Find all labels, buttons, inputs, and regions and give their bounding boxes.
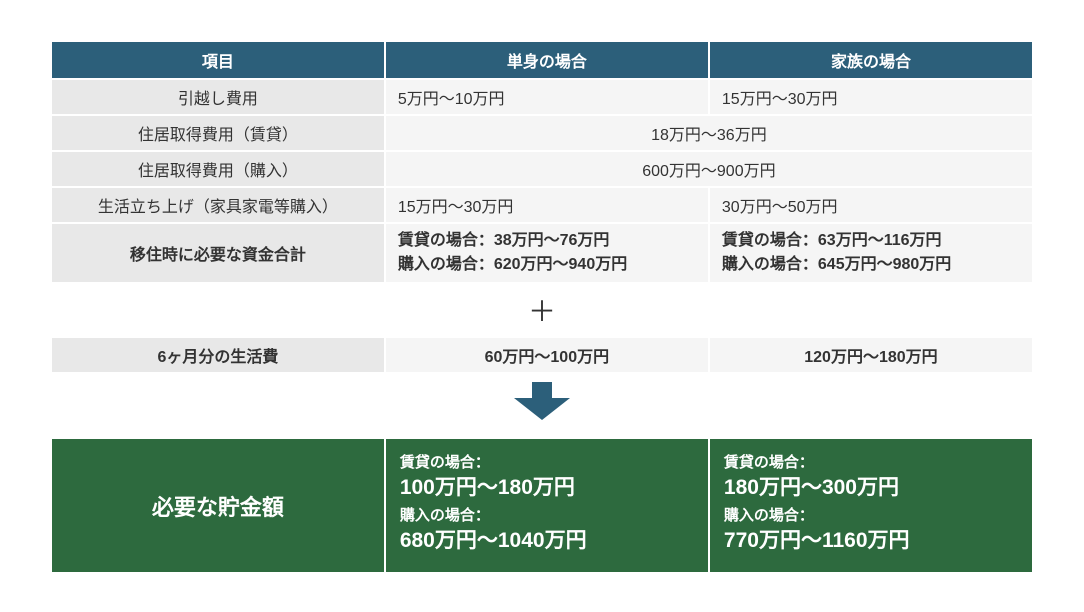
- total-single-buy: 購入の場合：620万円～940万円: [398, 256, 627, 273]
- row-single: 5万円～10万円: [386, 80, 708, 114]
- living-family: 120万円～180万円: [710, 338, 1032, 372]
- result-single-rent-label: 賃貸の場合：: [400, 454, 490, 471]
- result-single: 賃貸の場合： 100万円～180万円 購入の場合： 680万円～1040万円: [386, 439, 708, 572]
- result-row: 必要な貯金額 賃貸の場合： 100万円～180万円 購入の場合： 680万円～1…: [52, 439, 1032, 572]
- row-item: 生活立ち上げ（家具家電等購入）: [52, 188, 384, 222]
- table-row: 引越し費用 5万円～10万円 15万円～30万円: [52, 80, 1032, 114]
- total-family-buy: 購入の場合：645万円～980万円: [722, 256, 951, 273]
- row-merged: 18万円～36万円: [386, 116, 1032, 150]
- living-single: 60万円～100万円: [386, 338, 708, 372]
- row-family: 30万円～50万円: [710, 188, 1032, 222]
- total-single: 賃貸の場合：38万円～76万円 購入の場合：620万円～940万円: [386, 224, 708, 282]
- plus-icon: ＋: [50, 284, 1034, 336]
- result-single-rent-value: 100万円～180万円: [400, 474, 694, 502]
- table-row: 住居取得費用（購入） 600万円～900万円: [52, 152, 1032, 186]
- header-family: 家族の場合: [710, 42, 1032, 78]
- arrow-container: [50, 374, 1034, 439]
- living-label: 6ヶ月分の生活費: [52, 338, 384, 372]
- header-single: 単身の場合: [386, 42, 708, 78]
- result-family-buy-label: 購入の場合：: [724, 507, 814, 524]
- cost-table: 項目 単身の場合 家族の場合 引越し費用 5万円～10万円 15万円～30万円 …: [50, 40, 1034, 284]
- result-table: 必要な貯金額 賃貸の場合： 100万円～180万円 購入の場合： 680万円～1…: [50, 439, 1034, 572]
- row-merged: 600万円～900万円: [386, 152, 1032, 186]
- arrow-down-icon: [514, 382, 570, 420]
- row-item: 引越し費用: [52, 80, 384, 114]
- result-single-buy-label: 購入の場合：: [400, 507, 490, 524]
- result-family-rent-label: 賃貸の場合：: [724, 454, 814, 471]
- total-family-rent: 賃貸の場合：63万円～116万円: [722, 232, 942, 249]
- row-item: 住居取得費用（購入）: [52, 152, 384, 186]
- table-row: 生活立ち上げ（家具家電等購入） 15万円～30万円 30万円～50万円: [52, 188, 1032, 222]
- header-item: 項目: [52, 42, 384, 78]
- result-family-rent-value: 180万円～300万円: [724, 474, 1018, 502]
- total-family: 賃貸の場合：63万円～116万円 購入の場合：645万円～980万円: [710, 224, 1032, 282]
- living-row: 6ヶ月分の生活費 60万円～100万円 120万円～180万円: [52, 338, 1032, 372]
- table-row: 住居取得費用（賃貸） 18万円～36万円: [52, 116, 1032, 150]
- row-single: 15万円～30万円: [386, 188, 708, 222]
- row-family: 15万円～30万円: [710, 80, 1032, 114]
- result-family: 賃貸の場合： 180万円～300万円 購入の場合： 770万円～1160万円: [710, 439, 1032, 572]
- total-row: 移住時に必要な資金合計 賃貸の場合：38万円～76万円 購入の場合：620万円～…: [52, 224, 1032, 282]
- result-single-buy-value: 680万円～1040万円: [400, 527, 694, 555]
- living-table: 6ヶ月分の生活費 60万円～100万円 120万円～180万円: [50, 336, 1034, 374]
- result-label: 必要な貯金額: [52, 439, 384, 572]
- result-family-buy-value: 770万円～1160万円: [724, 527, 1018, 555]
- total-single-rent: 賃貸の場合：38万円～76万円: [398, 232, 610, 249]
- row-item: 住居取得費用（賃貸）: [52, 116, 384, 150]
- total-label: 移住時に必要な資金合計: [52, 224, 384, 282]
